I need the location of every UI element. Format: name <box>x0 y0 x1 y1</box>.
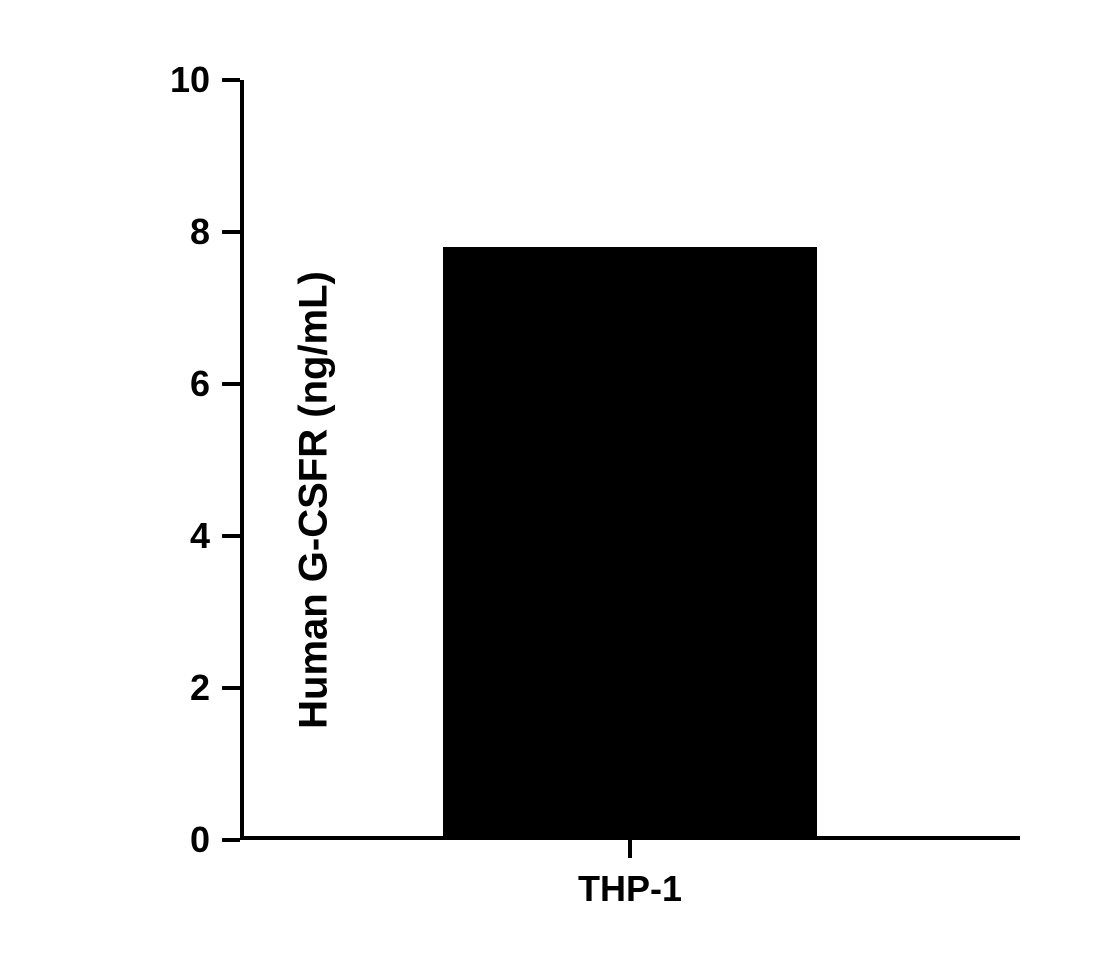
y-tick-label: 8 <box>190 211 210 253</box>
y-tick-label: 2 <box>190 667 210 709</box>
y-tick <box>222 534 240 538</box>
x-tick-label: THP-1 <box>578 868 682 910</box>
x-tick <box>628 840 632 858</box>
chart-container: Human G-CSFR (ng/mL) 0246810THP-1 <box>60 60 1050 940</box>
y-tick-label: 6 <box>190 363 210 405</box>
y-axis-line <box>240 80 244 840</box>
y-tick <box>222 78 240 82</box>
y-tick <box>222 230 240 234</box>
y-tick <box>222 686 240 690</box>
y-tick-label: 0 <box>190 819 210 861</box>
y-tick <box>222 838 240 842</box>
y-tick-label: 10 <box>170 59 210 101</box>
plot-area: 0246810THP-1 <box>240 80 1020 840</box>
y-tick-label: 4 <box>190 515 210 557</box>
y-tick <box>222 382 240 386</box>
bar <box>443 247 817 840</box>
